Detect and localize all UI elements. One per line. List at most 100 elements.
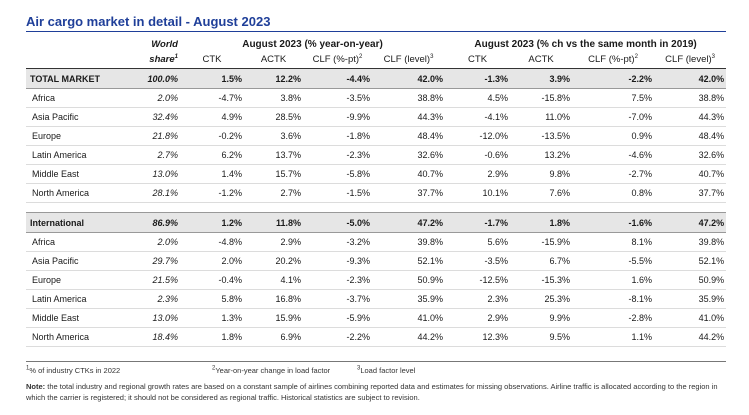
page-title: Air cargo market in detail - August 2023 [26,14,271,29]
yoy-value-cell: 3.6% [244,126,303,146]
vs2019-value-cell: 42.0% [654,68,727,89]
region: Europe [26,126,122,146]
vs2019-value-cell: -5.5% [572,251,655,271]
vs2019-value-cell: 3.9% [510,68,573,89]
world-share-cell: 2.0% [122,232,180,252]
vs2019-value-cell: 40.7% [654,164,727,184]
yoy-value-cell: -4.7% [180,88,244,108]
yoy-value-cell: -3.5% [303,88,372,108]
vs2019-value-cell: 2.3% [445,289,511,309]
vs2019-value-cell: 47.2% [654,212,727,233]
yoy-value-cell: 6.9% [244,327,303,347]
vs2019-value-cell: 48.4% [654,126,727,146]
note-text: the total industry and regional growth r… [26,382,718,402]
vs2019-value-cell: 44.2% [654,327,727,347]
world-share-label: share [149,53,175,65]
yoy-value-cell: -3.2% [303,232,372,252]
yoy-value-cell: 12.2% [244,68,303,89]
yoy-value-cell: 1.4% [180,164,244,184]
yoy-value-cell: -1.8% [303,126,372,146]
col-clf-level-2019: CLF (level)3 [654,50,727,69]
yoy-value-cell: -5.0% [303,212,372,233]
vs2019-value-cell: -2.7% [572,164,655,184]
world-share-header-line1: World [151,39,178,50]
vs2019-value-cell: 50.9% [654,270,727,290]
region: Latin America [26,289,122,309]
world-share-cell: 2.0% [122,88,180,108]
vs2019-value-cell: 25.3% [510,289,573,309]
yoy-value-cell: -2.3% [303,145,372,165]
vs2019-value-cell: 39.8% [654,232,727,252]
yoy-value-cell: 5.8% [180,289,244,309]
vs2019-value-cell: 6.7% [510,251,573,271]
header-blank-2 [26,50,122,69]
yoy-value-cell: -2.2% [303,327,372,347]
region: North America [26,183,122,203]
yoy-value-cell: 2.0% [180,251,244,271]
yoy-value-cell: 50.9% [372,270,446,290]
footnote-divider [26,361,726,362]
yoy-value-cell: 52.1% [372,251,446,271]
yoy-value-cell: 1.2% [180,212,244,233]
vs2019-value-cell: 35.9% [654,289,727,309]
region-row: Africa 2.0% -4.7% 3.8% -3.5% 38.8% 4.5% -15.8% 7… [26,88,727,108]
col-ctk-2019: CTK [445,50,511,69]
vs2019-value-cell: 2.9% [445,164,511,184]
region-row: Middle East 13.0% 1.4% 15.7% -5.8% 40.7% 2.9% 9… [26,164,727,184]
world-share-cell: 13.0% [122,164,180,184]
vs2019-value-cell: 0.8% [572,183,655,203]
vs2019-value-cell: 5.6% [445,232,511,252]
world-share-cell: 29.7% [122,251,180,271]
col-clf-level-yoy: CLF (level)3 [372,50,446,69]
vs2019-value-cell: -7.0% [572,107,655,127]
vs2019-value-cell: 12.3% [445,327,511,347]
world-share-cell: 18.4% [122,327,180,347]
international-region-row: Europe 21.5% -0.4% 4.1% -2.3% 50.9% -12.5% -15.… [26,270,727,290]
note-label: Note: [26,382,46,391]
yoy-value-cell: 48.4% [372,126,446,146]
yoy-value-cell: 4.1% [244,270,303,290]
world-share-cell: 28.1% [122,183,180,203]
vs2019-value-cell: 0.9% [572,126,655,146]
yoy-value-cell: 28.5% [244,107,303,127]
vs2019-value-cell: 9.9% [510,308,573,328]
international-region-row: Asia Pacific 29.7% 2.0% 20.2% -9.3% 52.1% -3.5… [26,251,727,271]
yoy-value-cell: -5.9% [303,308,372,328]
section-spacer [26,202,727,213]
footnote-1: 1% of industry CTKs in 2022 [26,365,121,376]
col-ctk-yoy: CTK [180,50,244,69]
yoy-value-cell: 2.9% [244,232,303,252]
vs2019-value-cell: -0.6% [445,145,511,165]
region: TOTAL MARKET [26,68,122,89]
yoy-value-cell: -1.2% [180,183,244,203]
yoy-value-cell: 44.3% [372,107,446,127]
yoy-value-cell: -0.4% [180,270,244,290]
region: Africa [26,232,122,252]
vs2019-value-cell: -2.2% [572,68,655,89]
world-share-cell: 2.3% [122,289,180,309]
yoy-value-cell: 37.7% [372,183,446,203]
international-row: International 86.9% 1.2% 11.8% -5.0% 47.2% -1.… [26,212,727,233]
vs2019-value-cell: -13.5% [510,126,573,146]
yoy-value-cell: -4.8% [180,232,244,252]
region: Middle East [26,164,122,184]
international-region-row: Middle East 13.0% 1.3% 15.9% -5.9% 41.0% 2.9% 9… [26,308,727,328]
yoy-value-cell: -9.9% [303,107,372,127]
yoy-value-cell: 44.2% [372,327,446,347]
yoy-value-cell: 32.6% [372,145,446,165]
region: Africa [26,88,122,108]
yoy-value-cell: 38.8% [372,88,446,108]
yoy-value-cell: 1.5% [180,68,244,89]
yoy-value-cell: -9.3% [303,251,372,271]
yoy-value-cell: 39.8% [372,232,446,252]
vs2019-value-cell: 13.2% [510,145,573,165]
yoy-value-cell: 47.2% [372,212,446,233]
world-share-sup: 1 [174,53,178,60]
header-group-vs2019-label: August 2023 (% ch vs the same month in 2… [474,39,697,50]
yoy-value-cell: 15.9% [244,308,303,328]
international-region-row: Latin America 2.3% 5.8% 16.8% -3.7% 35.9% 2.3%… [26,289,727,309]
yoy-value-cell: 16.8% [244,289,303,309]
header-group-yoy: August 2023 (% year-on-year) [180,33,445,50]
yoy-value-cell: 41.0% [372,308,446,328]
region: Middle East [26,308,122,328]
